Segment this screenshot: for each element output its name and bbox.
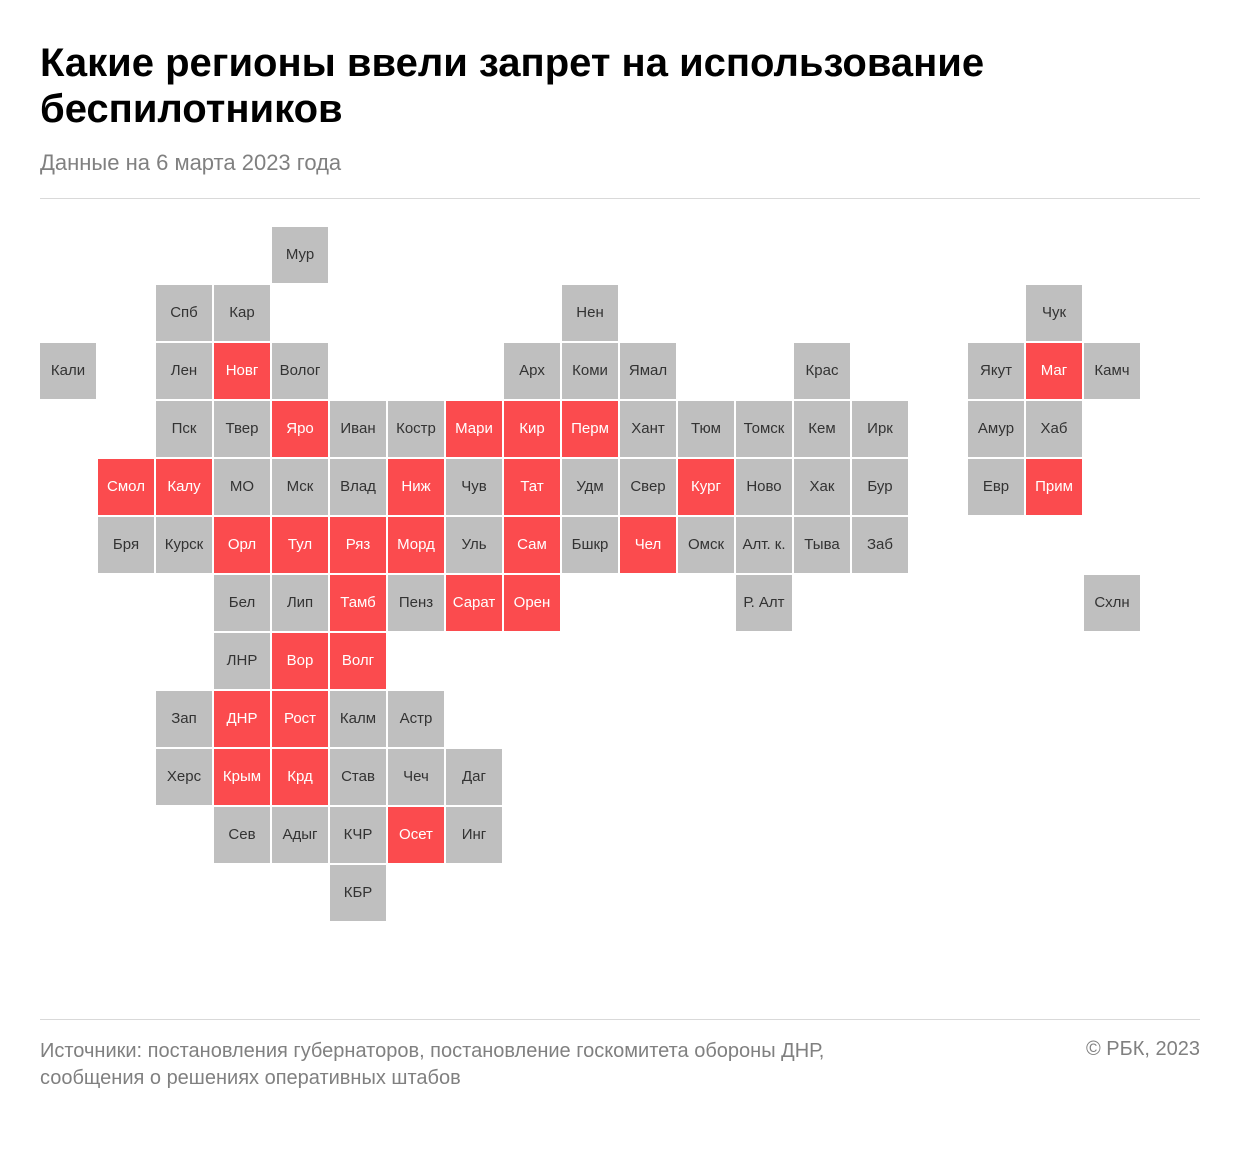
region-tile: Бел [214,575,270,631]
region-tile-grid: Мур СпбКар Нен Чук Кали ЛенНовгВолог АрхКомиЯм… [40,227,1200,979]
region-tile: Хаб [1026,401,1082,457]
region-tile: Арх [504,343,560,399]
region-tile: Р. Алт [736,575,792,631]
region-tile: Тул [272,517,328,573]
region-tile: Перм [562,401,618,457]
region-tile: МО [214,459,270,515]
region-tile: Схлн [1084,575,1140,631]
region-tile: Тамб [330,575,386,631]
region-tile: Чел [620,517,676,573]
region-tile: Херс [156,749,212,805]
region-tile: КЧР [330,807,386,863]
region-tile: Кург [678,459,734,515]
region-tile: Нен [562,285,618,341]
page-subtitle: Данные на 6 марта 2023 года [40,150,1200,176]
region-tile: Прим [1026,459,1082,515]
region-tile: Маг [1026,343,1082,399]
region-tile: Удм [562,459,618,515]
region-tile: Волг [330,633,386,689]
region-tile: Кар [214,285,270,341]
region-tile: Крым [214,749,270,805]
region-tile: Даг [446,749,502,805]
page-title: Какие регионы ввели запрет на использова… [40,40,1200,132]
region-tile: Калм [330,691,386,747]
region-tile: Влад [330,459,386,515]
region-tile: Новг [214,343,270,399]
region-tile: Тюм [678,401,734,457]
region-tile: Иван [330,401,386,457]
region-tile: Бря [98,517,154,573]
region-tile: Лип [272,575,328,631]
region-tile: Коми [562,343,618,399]
region-tile: КБР [330,865,386,921]
region-tile: Крд [272,749,328,805]
region-tile: Вор [272,633,328,689]
region-tile: Тыва [794,517,850,573]
region-tile: Инг [446,807,502,863]
region-tile: Кир [504,401,560,457]
region-tile: Бшкр [562,517,618,573]
region-tile: Костр [388,401,444,457]
region-tile: Сарат [446,575,502,631]
region-tile: Рост [272,691,328,747]
region-tile: Орл [214,517,270,573]
region-tile: Чук [1026,285,1082,341]
region-tile: Яро [272,401,328,457]
region-tile: Твер [214,401,270,457]
region-tile: Кали [40,343,96,399]
region-tile: Сев [214,807,270,863]
region-tile: Якут [968,343,1024,399]
region-tile: Омск [678,517,734,573]
region-tile: Томск [736,401,792,457]
region-tile: ЛНР [214,633,270,689]
region-tile: Кем [794,401,850,457]
region-tile: Калу [156,459,212,515]
region-tile: Мск [272,459,328,515]
region-tile: Адыг [272,807,328,863]
region-tile: Ниж [388,459,444,515]
region-tile: Ирк [852,401,908,457]
footer-row: Источники: постановления губернаторов, п… [40,1019,1200,1092]
region-tile: Астр [388,691,444,747]
region-tile: Амур [968,401,1024,457]
region-tile: Осет [388,807,444,863]
region-tile: Пенз [388,575,444,631]
region-tile: Волог [272,343,328,399]
region-tile: Ямал [620,343,676,399]
region-tile: Морд [388,517,444,573]
region-tile: Чув [446,459,502,515]
region-tile: Зап [156,691,212,747]
top-divider [40,198,1200,199]
region-tile: Бур [852,459,908,515]
region-tile: Тат [504,459,560,515]
region-tile: Сам [504,517,560,573]
region-tile: Крас [794,343,850,399]
region-tile: Свер [620,459,676,515]
region-tile: Ново [736,459,792,515]
region-tile: ДНР [214,691,270,747]
region-tile: Хак [794,459,850,515]
region-tile: Хант [620,401,676,457]
region-tile: Спб [156,285,212,341]
region-tile: Заб [852,517,908,573]
credit-text: © РБК, 2023 [1086,1038,1200,1092]
region-tile: Пск [156,401,212,457]
region-tile: Орен [504,575,560,631]
sources-text: Источники: постановления губернаторов, п… [40,1038,900,1092]
region-tile: Мур [272,227,328,283]
region-tile: Уль [446,517,502,573]
region-tile: Евр [968,459,1024,515]
region-tile: Курск [156,517,212,573]
region-tile: Лен [156,343,212,399]
region-tile: Алт. к. [736,517,792,573]
region-tile: Чеч [388,749,444,805]
region-tile: Ряз [330,517,386,573]
region-tile: Мари [446,401,502,457]
region-tile: Камч [1084,343,1140,399]
region-tile: Став [330,749,386,805]
region-tile: Смол [98,459,154,515]
